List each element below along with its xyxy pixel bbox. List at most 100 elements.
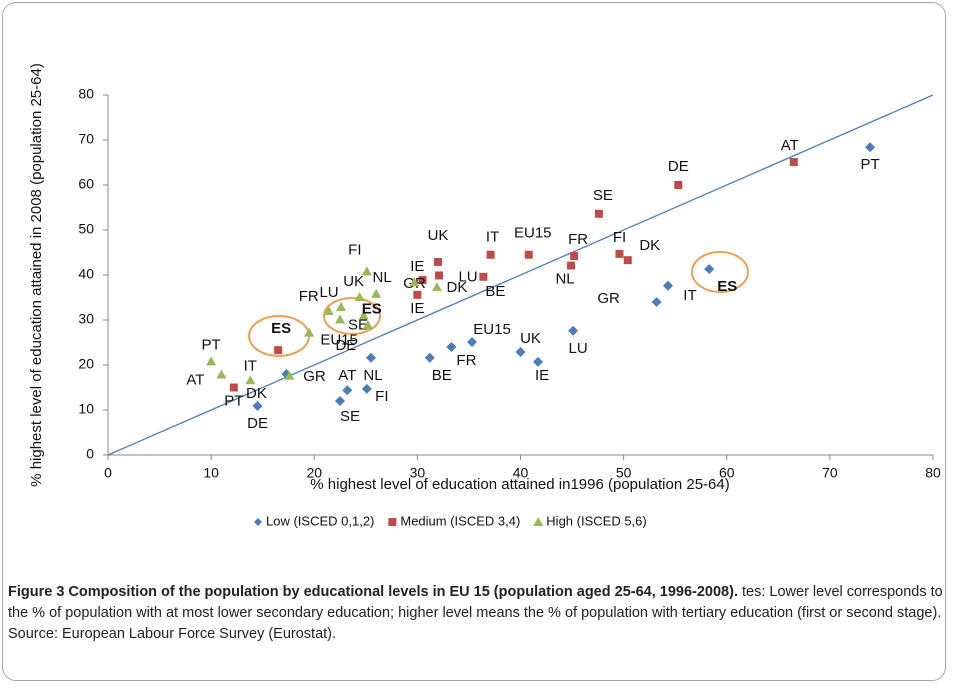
x-tick-label: 20 (306, 465, 322, 481)
point-label: FI (375, 388, 388, 405)
x-tick-label: 40 (513, 465, 529, 481)
point (354, 292, 365, 302)
point-label: FR (299, 288, 319, 305)
point-label: DE (247, 415, 268, 432)
point-label: NL (555, 271, 574, 288)
series: PT AT IT GR EU15 FR LU SE DE ES UK FI NL IE DK (186, 241, 467, 388)
point-label: LU (458, 268, 477, 285)
point-label: FI (613, 229, 626, 246)
point-label: DK (639, 237, 660, 254)
highlight-circle (691, 251, 749, 293)
legend-label: Low (ISCED 0,1,2) (266, 513, 374, 528)
point (435, 271, 444, 280)
point (409, 277, 420, 287)
point (358, 310, 369, 320)
point-label: IE (410, 258, 424, 275)
x-axis-label: % highest level of education attained in… (310, 476, 729, 493)
point-label: ES (271, 320, 291, 337)
point (789, 158, 798, 167)
point-label: PT (861, 156, 880, 173)
point (229, 383, 238, 392)
x-tick-label: 10 (203, 465, 219, 481)
point (431, 282, 442, 292)
point (371, 288, 382, 298)
point (467, 337, 478, 348)
caption-text: tes: Lower level corresponds to the % of… (8, 584, 943, 642)
point-label: EU15 (514, 225, 552, 242)
point (567, 261, 576, 270)
point-label: BE (485, 283, 505, 300)
point (662, 280, 673, 291)
point-label: IT (244, 357, 257, 374)
legend-marker (533, 517, 544, 526)
point-label: UK (428, 227, 449, 244)
point (570, 252, 579, 261)
legend-label: High (ISCED 5,6) (546, 513, 646, 528)
point (434, 257, 442, 266)
point-label: UK (343, 273, 364, 290)
point (335, 396, 346, 406)
point-label: PT (224, 392, 243, 409)
y-tick-label: 0 (86, 446, 94, 462)
point-label: EU15 (473, 321, 511, 338)
point (361, 266, 372, 276)
point (515, 346, 526, 357)
point (865, 142, 876, 153)
point (365, 352, 376, 363)
point (594, 209, 603, 218)
point-label: LU (569, 340, 588, 357)
y-tick-label: 20 (78, 356, 94, 372)
point (336, 301, 347, 311)
x-tick-label: 50 (616, 465, 632, 481)
point (524, 250, 533, 259)
y-tick-label: 10 (78, 401, 94, 417)
figure-frame (2, 2, 946, 681)
point (245, 375, 256, 385)
point (533, 356, 544, 367)
y-tick-label: 30 (78, 311, 94, 327)
point (418, 275, 427, 284)
point-label: NL (373, 269, 392, 286)
legend-item: High (ISCED 5,6) (533, 513, 647, 528)
point (615, 249, 624, 258)
point-label: GR (597, 290, 620, 307)
y-tick-label: 80 (78, 86, 94, 102)
point (216, 369, 227, 379)
legend-marker (254, 518, 262, 526)
point-label: PT (202, 336, 221, 353)
x-tick-label: 30 (410, 465, 426, 481)
point (568, 325, 579, 336)
point-label: BE (432, 367, 452, 384)
y-tick-label: 50 (78, 221, 94, 237)
chart: % highest level of education attained in… (28, 63, 941, 528)
point-label: FI (348, 241, 361, 258)
point-label: AT (781, 137, 799, 154)
point-label: GR (303, 368, 326, 385)
legend-item: Low (ISCED 0,1,2) (254, 513, 374, 528)
legend-marker (388, 518, 397, 526)
point-label: SE (348, 317, 368, 334)
caption: Figure 3 Composition of the population b… (8, 582, 948, 645)
point (284, 370, 295, 380)
point (623, 256, 632, 265)
legend-item: Medium (ISCED 3,4) (388, 513, 520, 528)
point-label: ES (362, 300, 382, 317)
y-axis-label: % highest level of education attained in… (28, 63, 45, 487)
x-tick-label: 60 (719, 465, 735, 481)
y-tick-label: 40 (78, 266, 94, 282)
point (362, 319, 373, 329)
point-label: IE (535, 367, 549, 384)
point (424, 352, 435, 363)
point-label: UK (520, 330, 541, 347)
point (304, 327, 315, 337)
y-tick-label: 60 (78, 176, 94, 192)
point (651, 297, 662, 307)
point (335, 314, 346, 324)
point-label: NL (363, 367, 382, 384)
legend-label: Medium (ISCED 3,4) (400, 513, 520, 528)
point-label: AT (338, 367, 356, 384)
point (446, 342, 457, 352)
point-label: DK (246, 385, 267, 402)
point-label: AT (186, 371, 204, 388)
